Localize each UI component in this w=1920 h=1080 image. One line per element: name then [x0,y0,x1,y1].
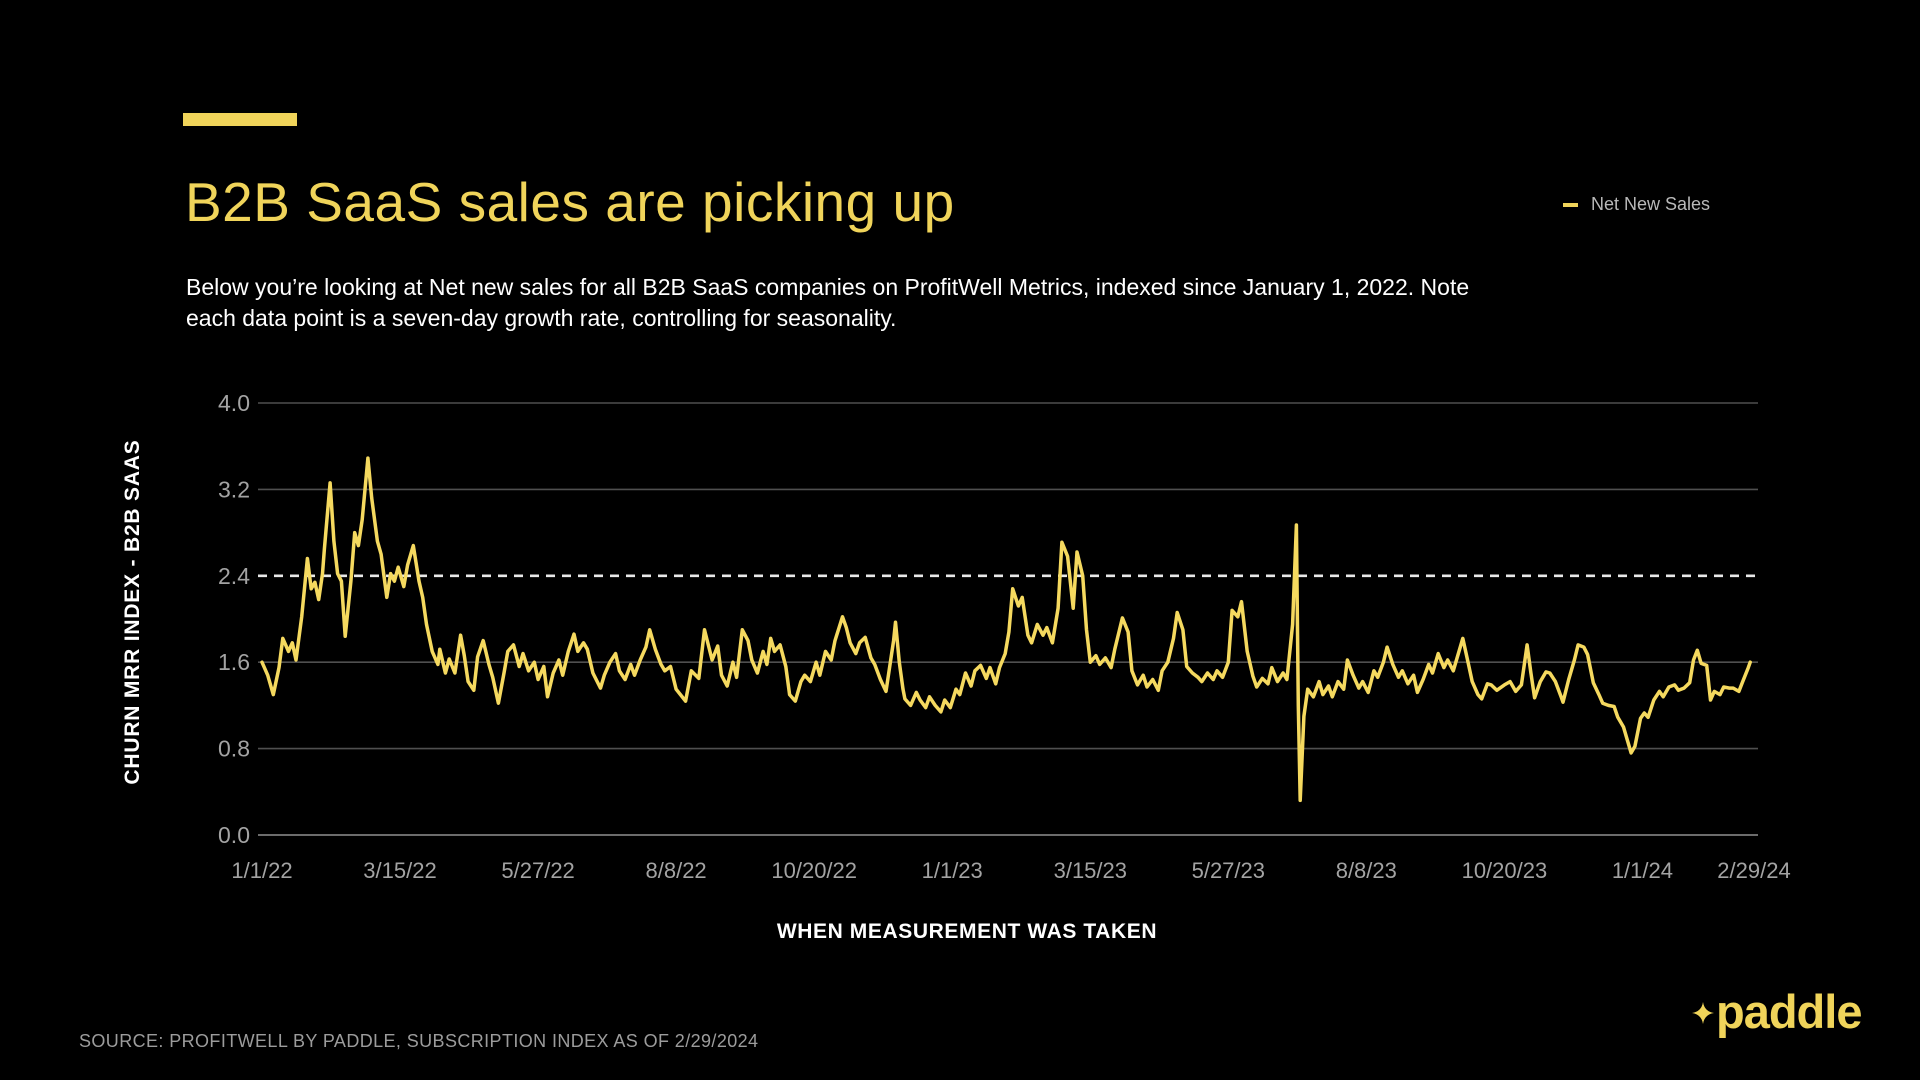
x-tick-label: 2/29/24 [1717,858,1790,883]
y-tick-label: 3.2 [218,476,250,502]
y-tick-label: 0.0 [218,822,250,848]
paddle-logo-text: paddle [1716,985,1862,1038]
x-tick-label: 1/1/22 [231,858,292,883]
x-tick-label: 5/27/22 [501,858,574,883]
page-title: B2B SaaS sales are picking up [185,171,955,233]
x-tick-label: 8/8/22 [646,858,707,883]
legend-line-swatch [1563,202,1578,207]
x-tick-label: 3/15/22 [363,858,436,883]
paddle-logo: paddle [1692,985,1862,1038]
x-tick-label: 3/15/23 [1054,858,1127,883]
chart-description-line2: each data point is a seven-day growth ra… [186,305,897,331]
source-note: SOURCE: PROFITWELL BY PADDLE, SUBSCRIPTI… [79,1031,759,1051]
x-tick-label: 10/20/22 [771,858,857,883]
legend: Net New Sales [1563,194,1710,215]
x-tick-label: 1/1/23 [922,858,983,883]
legend-label: Net New Sales [1591,194,1711,214]
x-axis-title: WHEN MEASUREMENT WAS TAKEN [776,920,1158,943]
paddle-star-icon [1692,1002,1714,1024]
chart-description-line1: Below you’re looking at Net new sales fo… [186,274,1470,300]
chart-description: Below you’re looking at Net new sales fo… [186,272,1469,334]
y-tick-label: 2.4 [218,563,250,589]
y-tick-label: 4.0 [218,390,250,416]
y-tick-label: 0.8 [218,736,250,762]
x-tick-label: 8/8/23 [1336,858,1397,883]
x-tick-label: 1/1/24 [1612,858,1673,883]
y-tick-label: 1.6 [218,649,250,675]
net-new-sales-line [260,456,1752,803]
x-tick-label: 5/27/23 [1192,858,1265,883]
x-tick-label: 10/20/23 [1462,858,1548,883]
title-accent-bar [183,113,297,126]
